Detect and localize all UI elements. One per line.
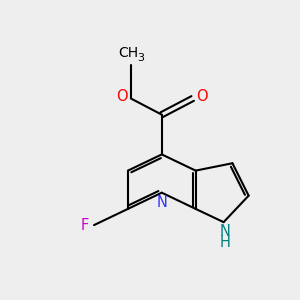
Text: O: O [116, 89, 127, 104]
Text: O: O [196, 89, 208, 104]
Text: CH: CH [118, 46, 138, 60]
Text: 3: 3 [137, 53, 144, 63]
Text: F: F [80, 218, 89, 232]
Text: N: N [156, 195, 167, 210]
Text: H: H [220, 235, 230, 250]
Text: N: N [220, 224, 230, 239]
